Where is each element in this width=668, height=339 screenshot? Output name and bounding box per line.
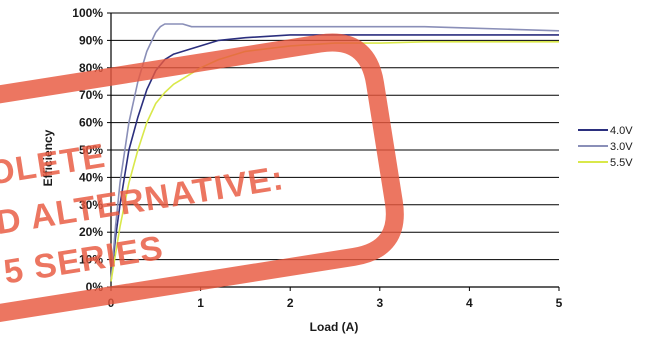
y-tick-label: 20% xyxy=(79,225,103,239)
x-tick-label: 2 xyxy=(287,296,294,310)
y-tick-label: 50% xyxy=(79,143,103,157)
y-tick-label: 90% xyxy=(79,33,103,47)
series-line-0 xyxy=(110,34,559,282)
y-tick-label: 40% xyxy=(79,170,103,184)
y-tick-label: 60% xyxy=(79,116,103,130)
x-tick-label: 1 xyxy=(197,296,204,310)
y-tick-label: 70% xyxy=(79,88,103,102)
legend-label: 3.0V xyxy=(610,141,633,153)
y-tick-label: 30% xyxy=(79,198,103,212)
obsolete-stamp: OLETE D ALTERNATIVE: 5 SERIES xyxy=(0,33,404,323)
legend-label: 4.0V xyxy=(610,125,633,137)
x-axis-title: Load (A) xyxy=(310,320,359,334)
series-line-2 xyxy=(110,40,559,282)
y-tick-label: 100% xyxy=(72,6,103,20)
legend-label: 5.5V xyxy=(610,157,633,169)
x-tick-label: 3 xyxy=(376,296,383,310)
y-axis-title: Efficiency xyxy=(41,129,55,186)
stamp-frame xyxy=(0,33,404,323)
legend: 4.0V 3.0V 5.5V xyxy=(578,125,633,169)
x-tick-label: 4 xyxy=(466,296,473,310)
y-tick-label: 10% xyxy=(79,253,103,267)
series-line-1 xyxy=(110,23,560,282)
x-tick-label: 5 xyxy=(556,296,563,310)
series-lines xyxy=(110,23,560,282)
axes xyxy=(107,12,560,291)
